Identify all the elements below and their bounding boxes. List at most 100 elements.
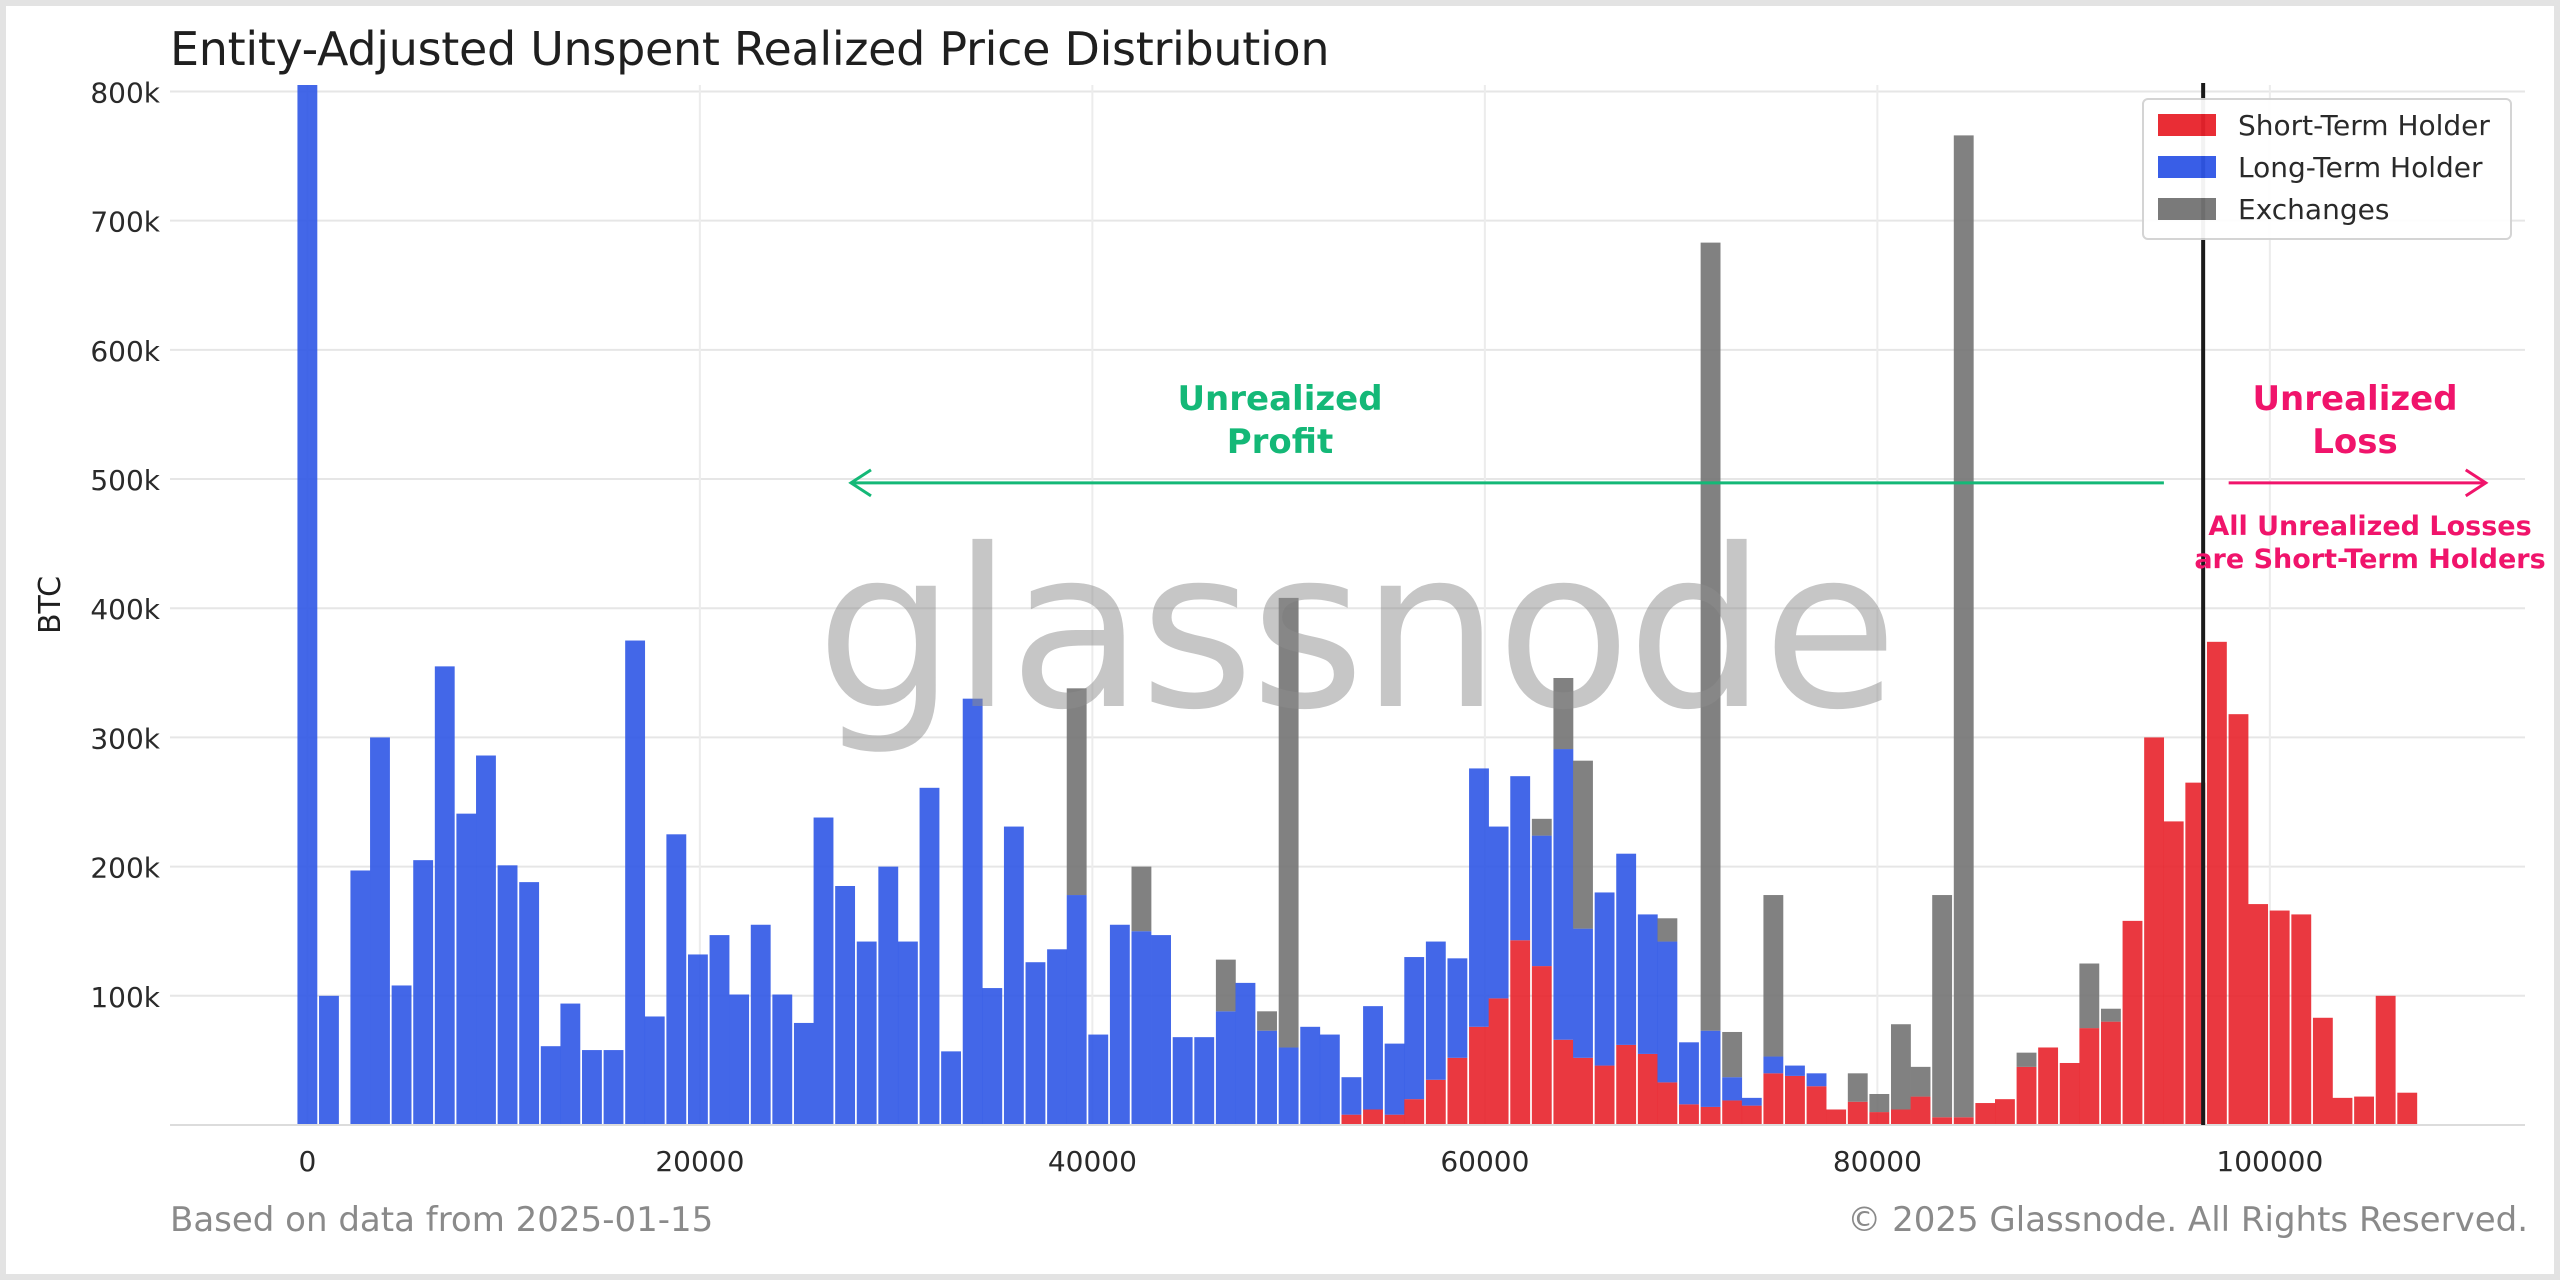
bar-exchanges	[1257, 1011, 1277, 1031]
unrealized-profit-label: Unrealized Profit	[1080, 378, 1480, 464]
bar-long-term-holder	[982, 988, 1003, 1125]
note-line-1: All Unrealized Losses	[2208, 511, 2532, 542]
legend-swatch-short-term-holder	[2158, 114, 2216, 136]
bar-long-term-holder	[644, 1016, 665, 1125]
bar-exchanges	[1910, 1066, 1931, 1097]
legend: Short-Term Holder Long-Term Holder Excha…	[2142, 98, 2512, 240]
bar-long-term-holder	[1047, 949, 1067, 1125]
data-date-footer: Based on data from 2025-01-15	[170, 1200, 714, 1240]
bar-short-term-holder	[2269, 910, 2290, 1125]
bar-short-term-holder	[1741, 1105, 1762, 1125]
bar-short-term-holder	[1763, 1073, 1784, 1125]
bar-long-term-holder	[1088, 1034, 1109, 1125]
chart-title: Entity-Adjusted Unspent Realized Price D…	[170, 22, 1330, 76]
bar-long-term-holder	[625, 640, 646, 1125]
bar-exchanges	[1890, 1024, 1911, 1110]
bar-long-term-holder	[687, 954, 708, 1125]
bar-short-term-holder	[1995, 1099, 2015, 1125]
loss-arrow-head	[2464, 468, 2489, 498]
legend-item-short-term-holder: Short-Term Holder	[2158, 106, 2490, 144]
bar-long-term-holder	[1257, 1030, 1277, 1125]
bar-long-term-holder	[1447, 958, 1468, 1058]
bar-short-term-holder	[1657, 1082, 1678, 1125]
bar-long-term-holder	[456, 813, 477, 1125]
bar-long-term-holder	[1151, 935, 1171, 1125]
axes: 100k 200k 300k 400k 500k 600k 700k 800k 0 20000 40…	[33, 76, 2525, 1178]
bar-long-term-holder	[1025, 962, 1046, 1125]
bar-short-term-holder	[1469, 1026, 1489, 1125]
bar-long-term-holder	[1657, 941, 1678, 1083]
bar-exchanges	[1722, 1031, 1743, 1078]
bar-short-term-holder	[1722, 1100, 1743, 1125]
bar-short-term-holder	[1826, 1109, 1847, 1125]
bar-long-term-holder	[1741, 1097, 1762, 1106]
unrealized-profit-line-1: Unrealized	[1177, 379, 1383, 419]
bar-long-term-holder	[297, 85, 318, 1125]
bar-long-term-holder	[1785, 1065, 1805, 1076]
bar-long-term-holder	[1637, 914, 1658, 1054]
legend-item-exchanges: Exchanges	[2158, 190, 2389, 228]
bar-long-term-holder	[350, 870, 371, 1125]
y-tick-label: 700k	[90, 206, 160, 239]
bar-long-term-holder	[391, 985, 412, 1125]
bar-long-term-holder	[1172, 1037, 1193, 1125]
y-tick-label: 400k	[90, 593, 160, 626]
y-tick-label: 600k	[90, 335, 160, 368]
bar-short-term-holder	[2059, 1062, 2080, 1125]
glassnode-watermark: glassnode	[816, 502, 1898, 758]
bar-long-term-holder	[666, 834, 687, 1125]
bar-short-term-holder	[1616, 1044, 1637, 1125]
bar-long-term-holder	[497, 865, 518, 1125]
bar-long-term-holder	[1003, 826, 1024, 1125]
bar-exchanges	[1573, 760, 1593, 929]
unrealized-loss-line-1: Unrealized	[2252, 379, 2458, 419]
bar-short-term-holder	[1384, 1114, 1405, 1125]
bar-long-term-holder	[1363, 1006, 1383, 1110]
bar-short-term-holder	[2248, 904, 2269, 1125]
bar-long-term-holder	[1109, 924, 1130, 1125]
bar-long-term-holder	[1594, 892, 1615, 1066]
short-term-losses-note: All Unrealized Losses are Short-Term Hol…	[2170, 510, 2560, 576]
bar-short-term-holder	[1932, 1117, 1953, 1125]
bar-long-term-holder	[1573, 928, 1593, 1058]
bar-long-term-holder	[878, 866, 899, 1125]
bar-long-term-holder	[540, 1046, 561, 1125]
bar-exchanges	[1657, 918, 1678, 942]
bar-exchanges	[1869, 1093, 1890, 1113]
bar-long-term-holder	[560, 1003, 581, 1125]
bar-long-term-holder	[476, 755, 496, 1125]
bar-long-term-holder	[1469, 768, 1489, 1027]
unrealized-loss-line-2: Loss	[2312, 422, 2398, 462]
x-tick-label: 80000	[1833, 1145, 1922, 1178]
bar-short-term-holder	[1637, 1053, 1658, 1125]
bar-exchanges	[1932, 895, 1953, 1118]
bar-long-term-holder	[897, 941, 918, 1125]
bar-short-term-holder	[2206, 641, 2227, 1125]
bar-long-term-holder	[1553, 749, 1574, 1040]
bar-short-term-holder	[1425, 1079, 1446, 1125]
bars	[297, 85, 2418, 1125]
bar-long-term-holder	[962, 698, 983, 1125]
bar-exchanges	[1700, 242, 1721, 1031]
bar-exchanges	[1953, 135, 1974, 1118]
bar-short-term-holder	[2332, 1097, 2353, 1125]
bar-short-term-holder	[1890, 1109, 1911, 1125]
bar-long-term-holder	[319, 995, 339, 1125]
bar-long-term-holder	[413, 860, 434, 1125]
unrealized-loss-label: Unrealized Loss	[2155, 378, 2555, 464]
bar-exchanges	[1278, 597, 1299, 1048]
bar-short-term-holder	[2354, 1096, 2375, 1125]
bar-short-term-holder	[2144, 737, 2165, 1125]
y-tick-label: 100k	[90, 981, 160, 1014]
bar-short-term-holder	[1700, 1106, 1721, 1125]
legend-item-long-term-holder: Long-Term Holder	[2158, 148, 2483, 186]
bar-long-term-holder	[1300, 1026, 1321, 1125]
bar-long-term-holder	[1131, 931, 1152, 1125]
bar-short-term-holder	[2100, 1021, 2121, 1125]
note-line-2: are Short-Term Holders	[2194, 544, 2546, 575]
bar-exchanges	[2079, 963, 2100, 1029]
bar-long-term-holder	[1404, 957, 1425, 1100]
bar-long-term-holder	[1235, 982, 1256, 1125]
bar-short-term-holder	[1869, 1112, 1890, 1125]
bar-long-term-holder	[603, 1050, 624, 1125]
